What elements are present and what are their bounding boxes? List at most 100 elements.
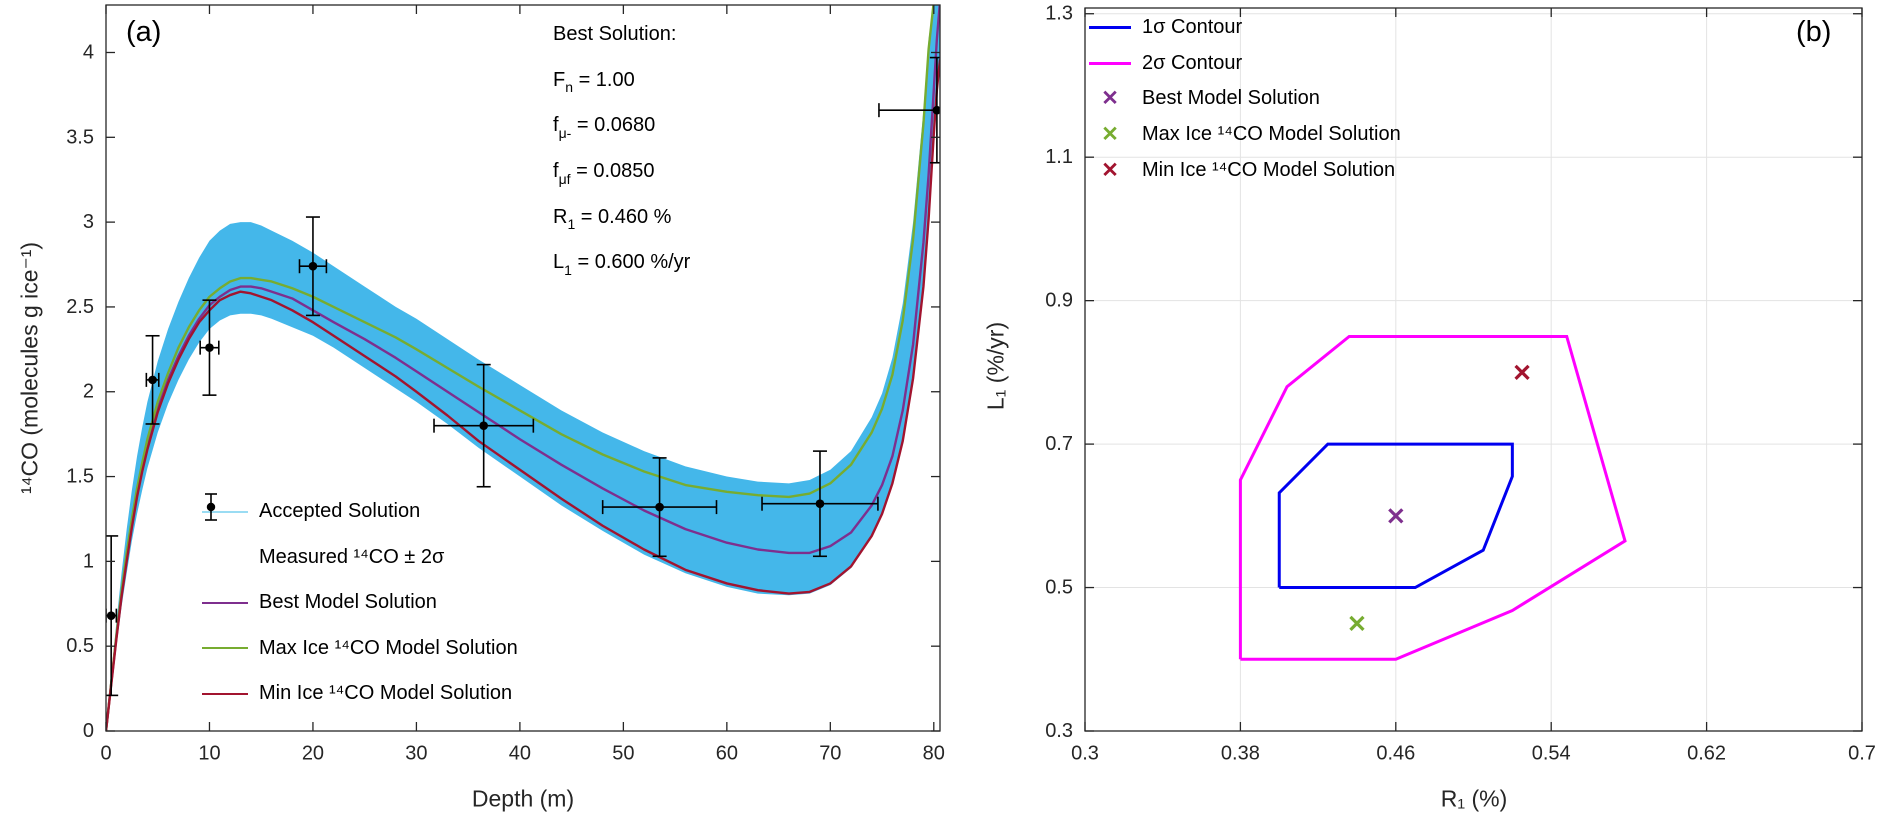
legend-label: Max Ice ¹⁴CO Model Solution — [259, 636, 518, 659]
panel-b-legend: 1σ Contour 2σ Contour ✕ Best Model Soluti… — [1089, 10, 1401, 188]
legend-best-model: Best Model Solution — [202, 580, 518, 626]
x-tick-label: 60 — [716, 743, 738, 765]
x-tick-label: 40 — [509, 743, 531, 765]
best-model-x-swatch: ✕ — [1101, 87, 1119, 111]
y-tick-label: 3 — [83, 211, 94, 233]
x-tick-label: 0.54 — [1532, 743, 1571, 765]
panel-b-label: (b) — [1796, 16, 1832, 48]
legend-min-ice-marker: ✕ Min Ice ¹⁴CO Model Solution — [1089, 152, 1401, 188]
series-line — [106, 59, 940, 731]
legend-best-model-marker: ✕ Best Model Solution — [1089, 81, 1401, 117]
axes-box — [1084, 7, 1863, 732]
legend-2sigma-contour: 2σ Contour — [1089, 46, 1401, 82]
legend-measured: Measured ¹⁴CO ± 2σ — [202, 493, 518, 581]
annotation-sub: μ- — [558, 124, 572, 141]
x-tick-label: 10 — [198, 743, 220, 765]
x-tick-label: 0.3 — [1071, 743, 1099, 765]
best-model-swatch — [202, 601, 248, 604]
panel-a-xaxis-title: Depth (m) — [471, 785, 575, 812]
1sigma-contour-swatch — [1089, 26, 1131, 30]
max-ice-x-swatch: ✕ — [1101, 123, 1119, 147]
y-tick-label: 3.5 — [66, 126, 94, 148]
contour-line — [1277, 442, 1514, 590]
panel_b: 0.3 0.38 0.46 0.54 0.62 0.7 0.3 0.5 0.7 0.9 1.1 1.3 — [1045, 3, 1876, 765]
min-ice-swatch — [202, 692, 248, 695]
panel_a: 0 10 20 30 40 50 60 70 80 0 0.5 1 1.5 2 2.5 3 3.5 4 — [66, 4, 945, 765]
contour-line — [1238, 335, 1627, 661]
measured-points — [106, 56, 940, 697]
y-tick-label: 0.7 — [1045, 433, 1073, 455]
legend-label: 1σ Contour — [1142, 16, 1243, 39]
x-tick-label: 50 — [612, 743, 634, 765]
legend-label: Accepted Solution — [259, 500, 421, 523]
annotation-text: Best Solution: — [553, 23, 677, 46]
solution-x-marker — [1388, 508, 1404, 524]
ticks: 0 10 20 30 40 50 60 70 80 0 0.5 1 1.5 2 2.5 3 3.5 4 — [66, 5, 945, 765]
x-tick-label: 30 — [405, 743, 427, 765]
annotation-text: f — [553, 160, 559, 183]
x-tick-label: 70 — [819, 743, 841, 765]
x-tick-label: 0 — [100, 743, 111, 765]
panel-b-xaxis-title: R₁ (%) — [1440, 785, 1508, 812]
y-tick-label: 0.9 — [1045, 290, 1073, 312]
annotation-sub: 1 — [564, 261, 572, 278]
annotation-text: f — [553, 114, 559, 137]
annotation-line: Best Solution: — [553, 12, 690, 58]
legend-max-ice-marker: ✕ Max Ice ¹⁴CO Model Solution — [1089, 117, 1401, 153]
annotation-text: = 0.600 %/yr — [571, 251, 691, 274]
solution-x-marker — [1514, 364, 1530, 381]
min-ice-x-swatch: ✕ — [1101, 158, 1119, 182]
annotation-sub: n — [565, 79, 574, 96]
legend-max-ice: Max Ice ¹⁴CO Model Solution — [202, 626, 518, 672]
ticks: 0.3 0.38 0.46 0.54 0.62 0.7 0.3 0.5 0.7 0.9 1.1 1.3 — [1045, 3, 1876, 765]
x-tick-label: 0.38 — [1221, 743, 1260, 765]
annotation-line: f μ- = 0.0680 — [553, 103, 690, 149]
series-line — [106, 5, 935, 731]
max-ice-swatch — [202, 647, 248, 650]
y-tick-label: 2.5 — [66, 296, 94, 318]
y-tick-label: 0.5 — [1045, 577, 1073, 599]
axes-box — [105, 4, 941, 732]
annotation-sub: μf — [558, 170, 571, 187]
panel-a-yaxis-title: ¹⁴CO (molecules g ice⁻¹) — [16, 241, 43, 495]
annotation-sub: 1 — [567, 216, 576, 233]
legend-label: 2σ Contour — [1142, 51, 1243, 74]
annotation-text: = 1.00 — [573, 68, 635, 91]
y-tick-label: 0 — [83, 720, 94, 742]
y-tick-label: 1.3 — [1045, 3, 1073, 25]
x-tick-label: 20 — [302, 743, 324, 765]
legend-label: Min Ice ¹⁴CO Model Solution — [259, 682, 513, 705]
legend-label: Best Model Solution — [259, 591, 437, 614]
x-tick-label: 0.7 — [1848, 743, 1876, 765]
legend-label: Measured ¹⁴CO ± 2σ — [259, 545, 445, 568]
y-tick-label: 0.5 — [66, 635, 94, 657]
accepted-solution-swatch — [202, 510, 248, 513]
annotation-text: L — [553, 251, 565, 274]
annotation-text: F — [553, 68, 566, 91]
x-tick-label: 0.62 — [1687, 743, 1726, 765]
legend-min-ice: Min Ice ¹⁴CO Model Solution — [202, 671, 518, 717]
panel-a-label: (a) — [126, 16, 162, 48]
legend-label: Min Ice ¹⁴CO Model Solution — [1142, 158, 1396, 181]
x-tick-label: 80 — [923, 743, 945, 765]
panel-b-yaxis-title: L₁ (%/yr) — [982, 321, 1009, 411]
accepted-solution-band — [106, 5, 940, 731]
legend-label: Max Ice ¹⁴CO Model Solution — [1142, 123, 1401, 146]
y-tick-label: 2 — [83, 381, 94, 403]
annotation-text: = 0.0850 — [570, 160, 655, 183]
y-tick-label: 1 — [83, 550, 94, 572]
annotation-text: = 0.460 % — [575, 205, 672, 228]
solution-x-marker — [1349, 615, 1365, 632]
annotation-text: = 0.0680 — [571, 114, 656, 137]
y-tick-label: 0.3 — [1045, 720, 1073, 742]
legend-1sigma-contour: 1σ Contour — [1089, 10, 1401, 46]
legend-label: Best Model Solution — [1142, 87, 1320, 110]
2sigma-contour-swatch — [1089, 61, 1131, 65]
panel-a-legend: Accepted Solution Measured ¹⁴CO ± 2σ Bes… — [202, 489, 518, 717]
